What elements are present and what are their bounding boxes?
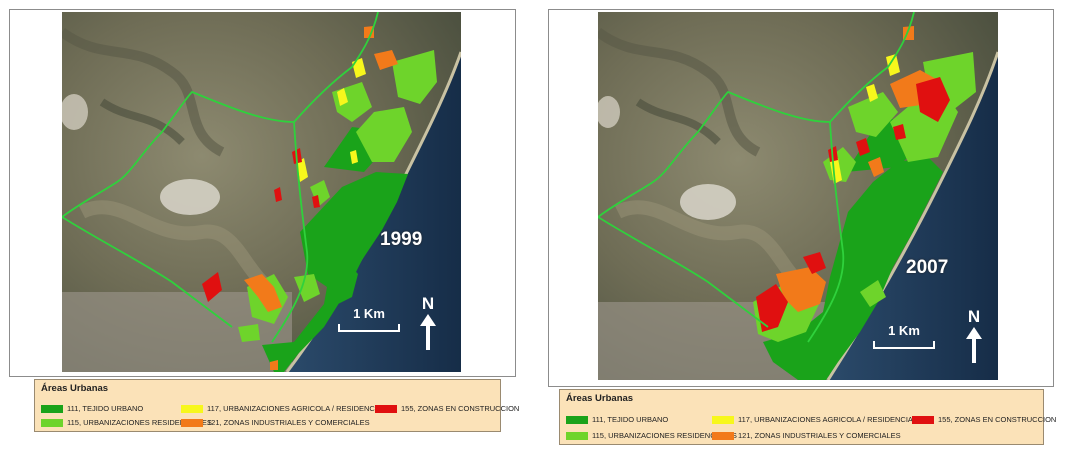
- legend-swatch: [41, 418, 63, 427]
- legend-swatch: [566, 415, 588, 424]
- legend-label: 155, ZONAS EN CONSTRUCCION: [938, 415, 1057, 424]
- scale-bar-line: [873, 341, 935, 349]
- map-graphic-1999: [62, 12, 461, 372]
- legend-swatch: [375, 404, 397, 413]
- legend-2007: Áreas Urbanas 111, TEJIDO URBANO 115, UR…: [559, 389, 1056, 445]
- legend-label: 121, ZONAS INDUSTRIALES Y COMERCIALES: [207, 418, 370, 427]
- legend-label: 115, URBANIZACIONES RESIDENCIALES: [592, 431, 737, 440]
- north-label: N: [967, 307, 981, 326]
- legend-swatch: [712, 415, 734, 424]
- aerial-map-2007: [598, 12, 998, 380]
- scale-bar-2007: 1 Km: [873, 323, 935, 349]
- legend-1999: Áreas Urbanas 111, TEJIDO URBANO 115, UR…: [34, 379, 519, 432]
- legend-item-tejido-urbano: 111, TEJIDO URBANO: [566, 415, 668, 424]
- legend-item-tejido-urbano: 111, TEJIDO URBANO: [41, 404, 143, 413]
- scale-bar-1999: 1 Km: [338, 306, 400, 332]
- legend-label: 111, TEJIDO URBANO: [592, 415, 669, 424]
- scale-label: 1 Km: [353, 306, 385, 321]
- legend-swatch: [41, 404, 63, 413]
- aerial-map-1999: [62, 12, 461, 372]
- legend-label: 121, ZONAS INDUSTRIALES Y COMERCIALES: [738, 431, 901, 440]
- legend-label: 117, URBANIZACIONES AGRICOLA / RESIDENCI…: [207, 404, 397, 413]
- legend-label: 117, URBANIZACIONES AGRICOLA / RESIDENCI…: [738, 415, 928, 424]
- legend-item-zonas-construccion: 155, ZONAS EN CONSTRUCCION: [912, 415, 1056, 424]
- north-arrow-icon: [420, 314, 436, 350]
- legend-item-zonas-industriales: 121, ZONAS INDUSTRIALES Y COMERCIALES: [712, 431, 901, 440]
- year-label-2007: 2007: [906, 257, 949, 278]
- legend-item-urbanizaciones-agricola: 117, URBANIZACIONES AGRICOLA / RESIDENCI…: [712, 415, 927, 424]
- north-label: N: [421, 294, 435, 313]
- legend-swatch: [566, 431, 588, 440]
- legend-swatch: [181, 418, 203, 427]
- legend-item-zonas-construccion: 155, ZONAS EN CONSTRUCCION: [375, 404, 519, 413]
- legend-item-zonas-industriales: 121, ZONAS INDUSTRIALES Y COMERCIALES: [181, 418, 370, 427]
- year-label-1999: 1999: [380, 229, 423, 250]
- legend-item-urbanizaciones-residenciales: 115, URBANIZACIONES RESIDENCIALES: [566, 431, 737, 440]
- scale-bar-line: [338, 324, 400, 332]
- map-graphic-2007: [598, 12, 998, 380]
- legend-item-urbanizaciones-agricola: 117, URBANIZACIONES AGRICOLA / RESIDENCI…: [181, 404, 396, 413]
- legend-title: Áreas Urbanas: [566, 393, 634, 404]
- legend-title: Áreas Urbanas: [41, 383, 109, 394]
- legend-swatch: [181, 404, 203, 413]
- legend-label: 111, TEJIDO URBANO: [67, 404, 144, 413]
- legend-swatch: [712, 431, 734, 440]
- legend-swatch: [912, 415, 934, 424]
- legend-label: 155, ZONAS EN CONSTRUCCION: [401, 404, 520, 413]
- north-arrow-1999: N: [418, 294, 438, 355]
- scale-label: 1 Km: [888, 323, 920, 338]
- legend-label: 115, URBANIZACIONES RESIDENCIALES: [67, 418, 212, 427]
- legend-item-urbanizaciones-residenciales: 115, URBANIZACIONES RESIDENCIALES: [41, 418, 212, 427]
- north-arrow-icon: [966, 327, 982, 363]
- north-arrow-2007: N: [964, 307, 984, 368]
